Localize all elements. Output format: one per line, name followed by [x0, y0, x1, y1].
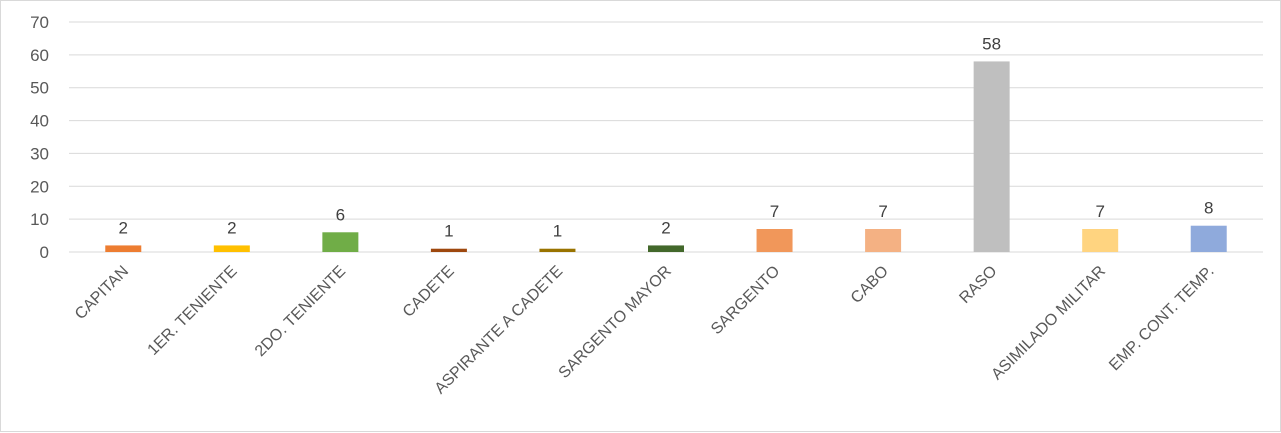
bars	[105, 61, 1227, 252]
y-tick-label: 10	[30, 210, 49, 229]
bar-10	[1082, 229, 1119, 252]
bar-9	[973, 61, 1010, 252]
category-label: ASIMILADO MILITAR	[988, 263, 1109, 384]
category-label: 1ER. TENIENTE	[145, 263, 241, 359]
y-tick-label: 20	[30, 177, 49, 196]
data-label: 2	[227, 218, 236, 237]
y-tick-label: 60	[30, 46, 49, 65]
bar-4	[430, 248, 467, 252]
bar-8	[865, 229, 902, 252]
category-label: RASO	[956, 263, 1000, 307]
data-label: 58	[982, 34, 1001, 53]
y-tick-label: 0	[40, 243, 49, 262]
y-tick-label: 70	[30, 13, 49, 32]
category-label: CADETE	[400, 263, 458, 321]
bar-2	[213, 245, 250, 252]
data-label: 6	[336, 205, 345, 224]
category-label: 2DO. TENIENTE	[252, 263, 349, 360]
bar-7	[756, 229, 793, 252]
category-label: EMP. CONT. TEMP.	[1106, 263, 1217, 374]
y-tick-label: 40	[30, 112, 49, 131]
bar-3	[322, 232, 359, 252]
y-tick-label: 50	[30, 79, 49, 98]
gridlines	[69, 21, 1263, 253]
y-tick-label: 30	[30, 144, 49, 163]
x-axis-category-labels: CAPITAN 1ER. TENIENTE 2DO. TENIENTE CADETEA…	[72, 263, 1218, 398]
data-label: 1	[553, 222, 562, 241]
bar-5	[539, 248, 576, 252]
data-label: 7	[878, 202, 887, 221]
data-label: 2	[119, 218, 128, 237]
data-labels: 2 2 6 1 1 2 7 7 58 7 8	[119, 34, 1214, 240]
category-label: ASPIRANTE A CADETE	[432, 263, 567, 398]
bar-11	[1190, 225, 1227, 252]
category-label: CAPITAN	[72, 263, 132, 323]
category-label: CABO	[848, 263, 892, 307]
data-label: 2	[661, 218, 670, 237]
y-axis-tick-labels: 0 10 20 30 40 50 60 70	[30, 13, 49, 262]
data-label: 7	[770, 202, 779, 221]
bar-1	[105, 245, 142, 252]
category-label: SARGENTO	[708, 263, 783, 338]
data-label: 7	[1095, 202, 1104, 221]
category-label: SARGENTO MAYOR	[556, 263, 675, 382]
data-label: 1	[444, 222, 453, 241]
bar-6	[648, 245, 684, 252]
data-label: 8	[1204, 199, 1213, 218]
